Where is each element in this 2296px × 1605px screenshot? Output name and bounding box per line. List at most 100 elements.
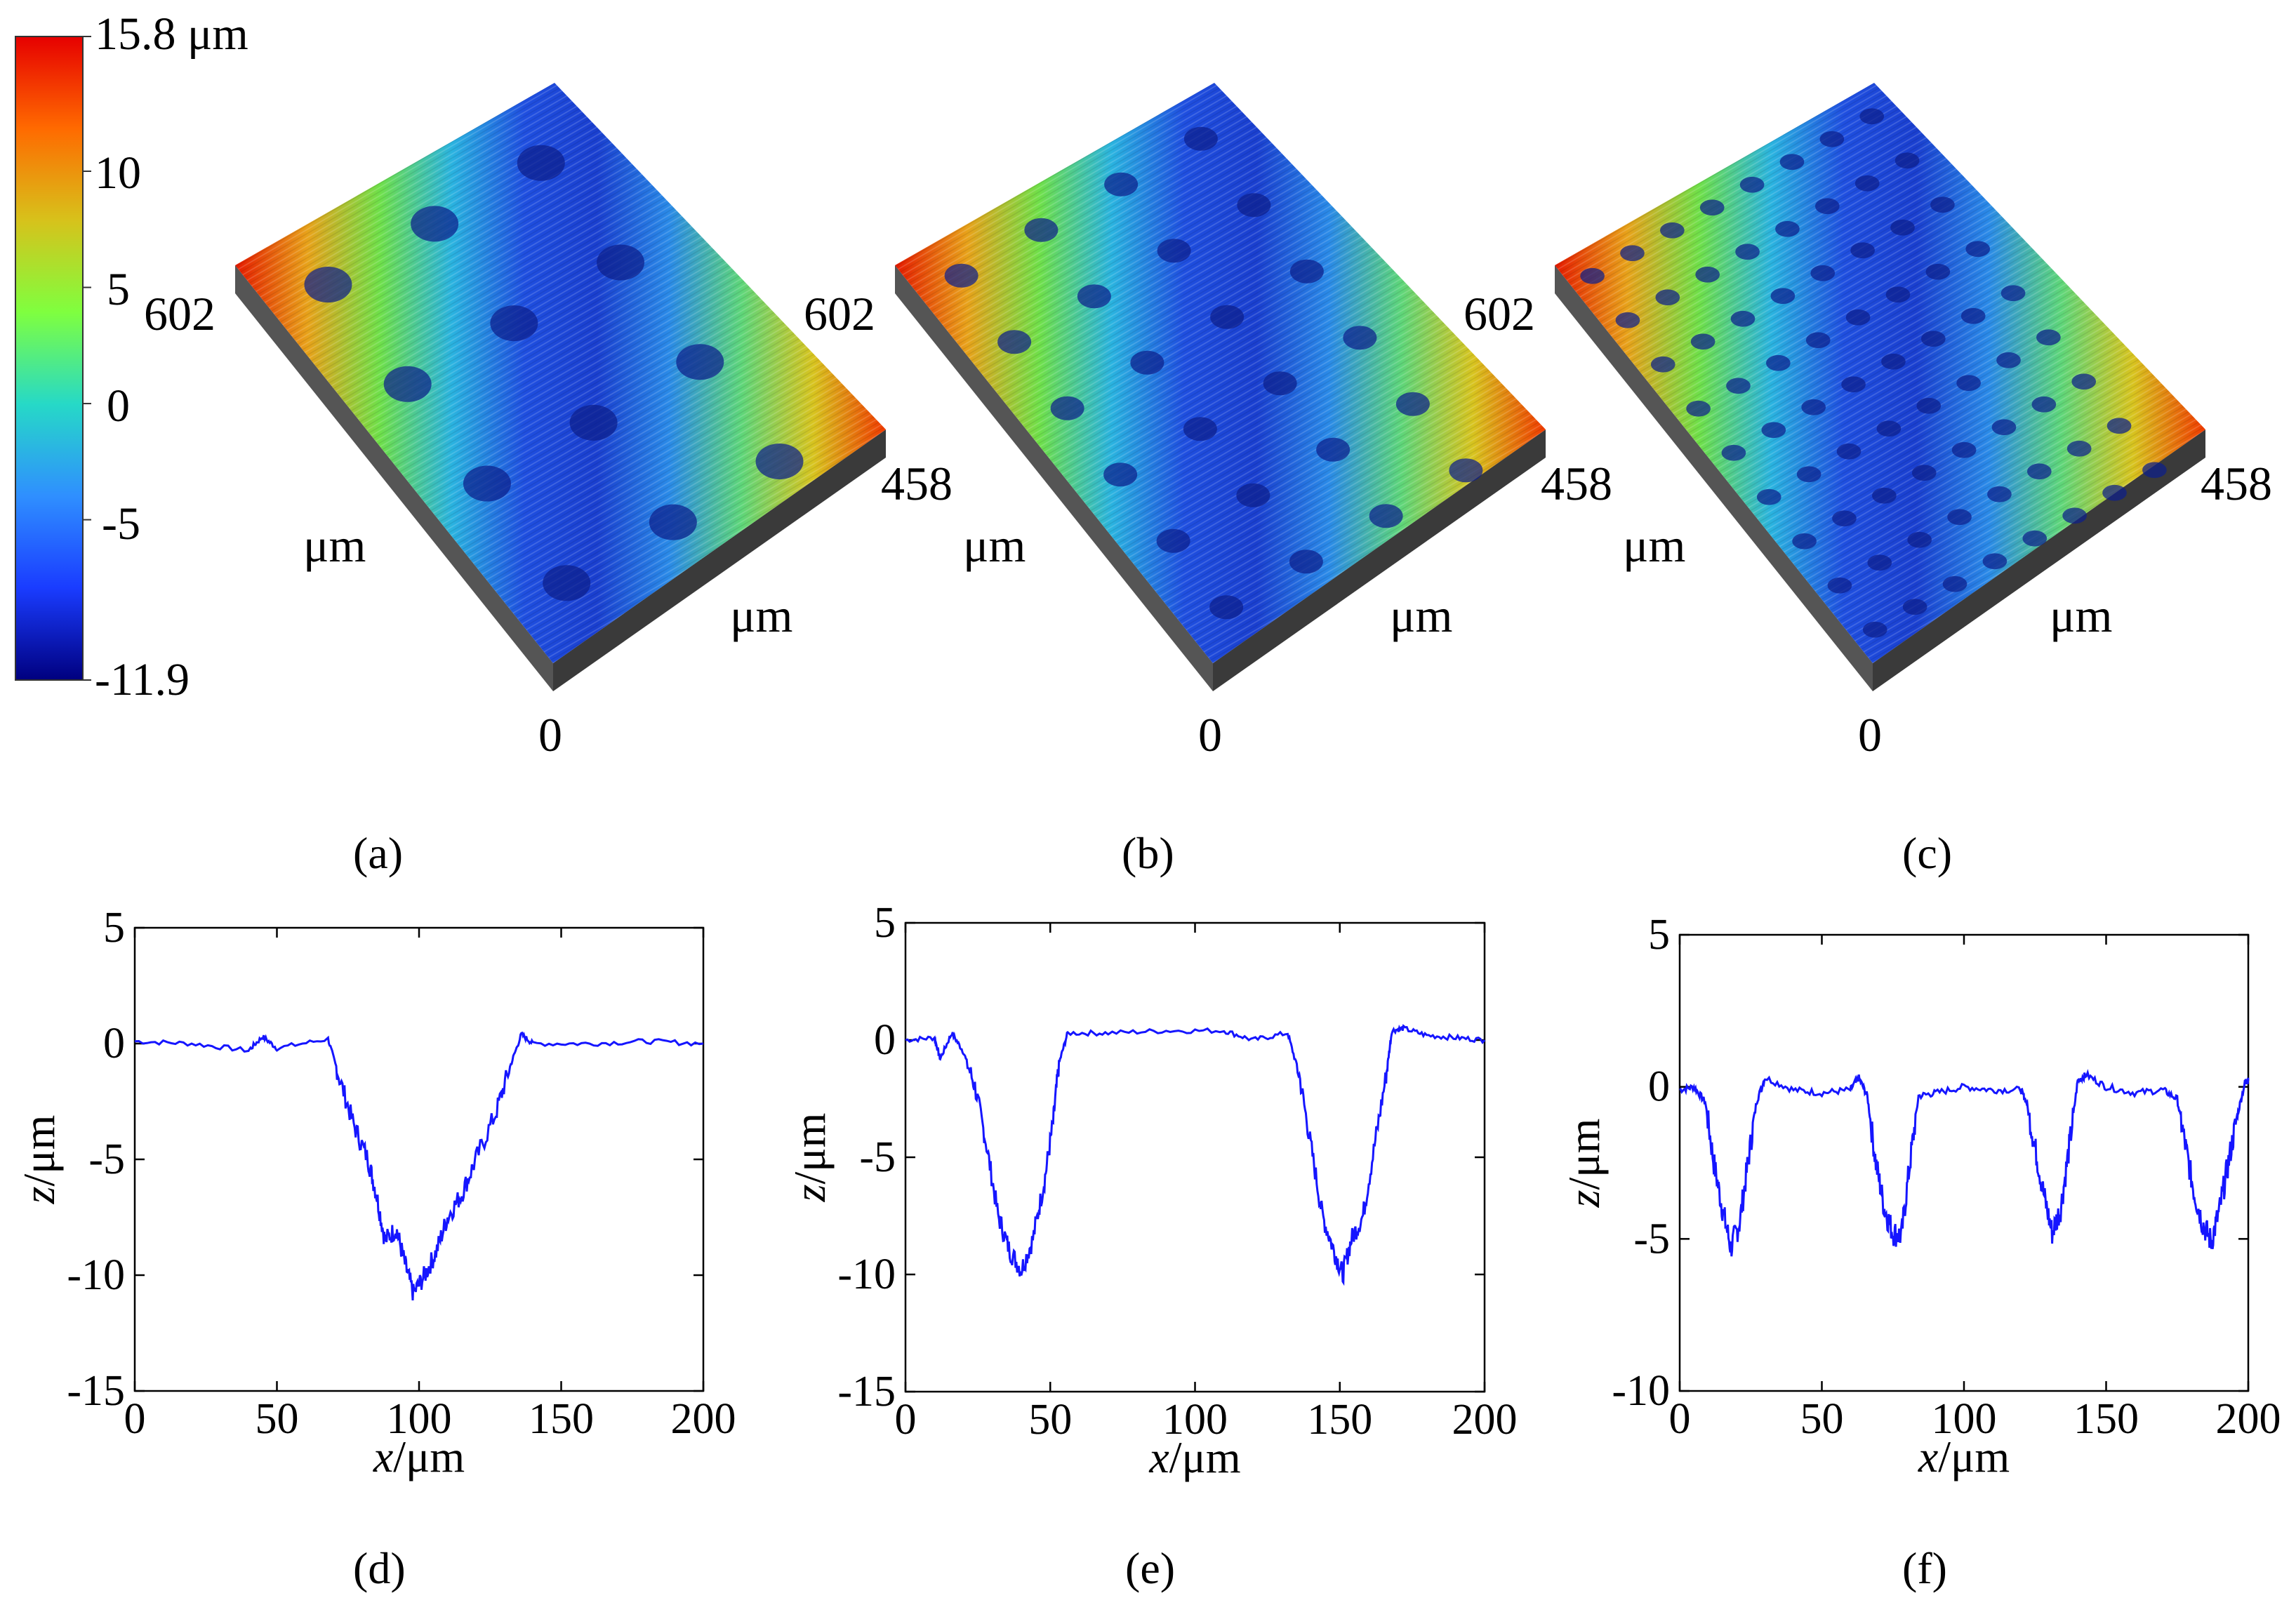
surface-pit bbox=[517, 145, 565, 181]
x-tick-label: 50 bbox=[1028, 1396, 1072, 1444]
surface-pit bbox=[1956, 375, 1981, 392]
surface-pit bbox=[1779, 154, 1805, 171]
y-tick-label: 5 bbox=[874, 899, 896, 947]
surface-texture bbox=[235, 83, 886, 663]
y-tick-label: -15 bbox=[837, 1368, 896, 1416]
surface-side-right bbox=[1213, 429, 1546, 691]
surface-pit bbox=[2066, 440, 2092, 457]
surface-pit bbox=[543, 565, 591, 601]
surface-pit bbox=[1050, 396, 1084, 420]
y-axis-label: z/μm bbox=[785, 1113, 835, 1203]
surface-pit bbox=[1726, 378, 1751, 394]
x-tick-label: 200 bbox=[1452, 1396, 1518, 1444]
x-tick-label: 150 bbox=[529, 1395, 594, 1443]
surface-pit bbox=[1810, 265, 1836, 281]
surface-pit bbox=[2000, 285, 2026, 302]
surface-pit bbox=[1819, 131, 1845, 147]
surface-pit bbox=[1343, 326, 1377, 350]
surface-pit bbox=[1739, 176, 1765, 193]
surface-c-label-0: 0 bbox=[1858, 708, 1882, 761]
surface-pit bbox=[1960, 307, 1986, 324]
panel-label-c: (c) bbox=[1902, 828, 1952, 878]
surface-pit bbox=[1761, 422, 1786, 439]
panel-label-e: (e) bbox=[1125, 1543, 1175, 1593]
surface-pit bbox=[1104, 172, 1139, 197]
panel-label-f: (f) bbox=[1902, 1543, 1947, 1593]
colorbar: 15.8 μm 10 5 0 -5 -11.9 bbox=[15, 8, 248, 705]
surface-pit bbox=[1156, 528, 1190, 553]
colorbar-label-neg5: -5 bbox=[102, 498, 140, 550]
surface-pit bbox=[1650, 356, 1675, 373]
surface-pit bbox=[1792, 533, 1817, 550]
surface-pit bbox=[1925, 263, 1951, 280]
surface-pit bbox=[1872, 487, 1897, 504]
surface-pit bbox=[1756, 488, 1781, 505]
surface-pit bbox=[1449, 458, 1483, 483]
colorbar-label-min: -11.9 bbox=[95, 654, 190, 705]
plot-frame bbox=[904, 921, 1486, 1393]
y-tick-label: -15 bbox=[67, 1367, 125, 1415]
surface-pit bbox=[1894, 152, 1920, 169]
surface-c-label-um-right: μm bbox=[2050, 589, 2112, 642]
surface-pit bbox=[1766, 354, 1791, 371]
profile-line bbox=[1679, 1069, 2250, 1257]
surface-pit bbox=[1805, 332, 1831, 349]
surface-pit bbox=[1987, 486, 2012, 502]
surface-pit bbox=[1580, 267, 1605, 284]
y-tick-label: -10 bbox=[67, 1251, 125, 1299]
surface-pit bbox=[1369, 504, 1403, 528]
surface-c-label-458: 458 bbox=[2201, 457, 2272, 510]
surface-pit bbox=[1854, 175, 1880, 192]
surface-pit bbox=[1841, 376, 1866, 393]
surface-pit bbox=[1316, 437, 1351, 462]
surface-pit bbox=[1686, 400, 1711, 417]
y-tick-label: 0 bbox=[874, 1016, 896, 1064]
surface-a-label-0: 0 bbox=[538, 708, 562, 761]
surface-pit bbox=[1947, 509, 1972, 526]
surface-pit bbox=[1801, 399, 1826, 415]
panel-label-b: (b) bbox=[1122, 828, 1174, 878]
surface-c-label-602: 602 bbox=[1464, 287, 1535, 340]
surface-pit bbox=[1077, 284, 1111, 309]
y-tick-label: -5 bbox=[859, 1133, 896, 1181]
y-axis-label: z/μm bbox=[1559, 1119, 1609, 1208]
surface-pit bbox=[1881, 353, 1906, 370]
profile-line bbox=[134, 1031, 704, 1300]
surface-pit bbox=[1660, 222, 1685, 239]
surface-pit bbox=[1024, 218, 1059, 242]
surface-pit bbox=[1996, 352, 2021, 368]
y-tick-label: -10 bbox=[837, 1251, 896, 1298]
surface-side-left bbox=[1555, 265, 1873, 691]
surface-pit bbox=[2026, 463, 2052, 480]
surface-pit bbox=[1620, 245, 1645, 262]
surface-pit bbox=[1859, 108, 1885, 125]
surface-pit bbox=[1263, 371, 1297, 396]
surface-plot-b: 602 458 μm μm 0 (b) bbox=[804, 83, 1612, 878]
colorbar-label-5: 5 bbox=[107, 264, 130, 315]
x-tick-label: 100 bbox=[1162, 1396, 1228, 1444]
surface-side-right bbox=[553, 429, 886, 691]
surface-pit bbox=[997, 330, 1032, 354]
surface-pit bbox=[1850, 242, 1875, 259]
surface-pit bbox=[1775, 220, 1800, 237]
surface-pit bbox=[597, 244, 645, 281]
y-tick-label: -5 bbox=[88, 1136, 125, 1183]
surface-pit bbox=[1695, 266, 1720, 283]
surface-a-label-um-left: μm bbox=[303, 519, 366, 572]
surface-pit bbox=[1796, 466, 1821, 483]
surface-pit bbox=[1237, 193, 1271, 218]
surface-b-label-0: 0 bbox=[1198, 708, 1222, 761]
x-tick-label: 150 bbox=[1307, 1396, 1372, 1444]
panel-label-d: (d) bbox=[353, 1543, 406, 1593]
surface-pit bbox=[1916, 397, 1942, 414]
surface-pit bbox=[1827, 577, 1852, 594]
surface-pit bbox=[1930, 197, 1955, 213]
surface-pit bbox=[2106, 418, 2132, 434]
surface-pit bbox=[2071, 373, 2097, 390]
surface-pit bbox=[1130, 350, 1164, 375]
surface-b-label-458: 458 bbox=[1541, 457, 1612, 510]
plot-frame bbox=[1678, 933, 2250, 1392]
